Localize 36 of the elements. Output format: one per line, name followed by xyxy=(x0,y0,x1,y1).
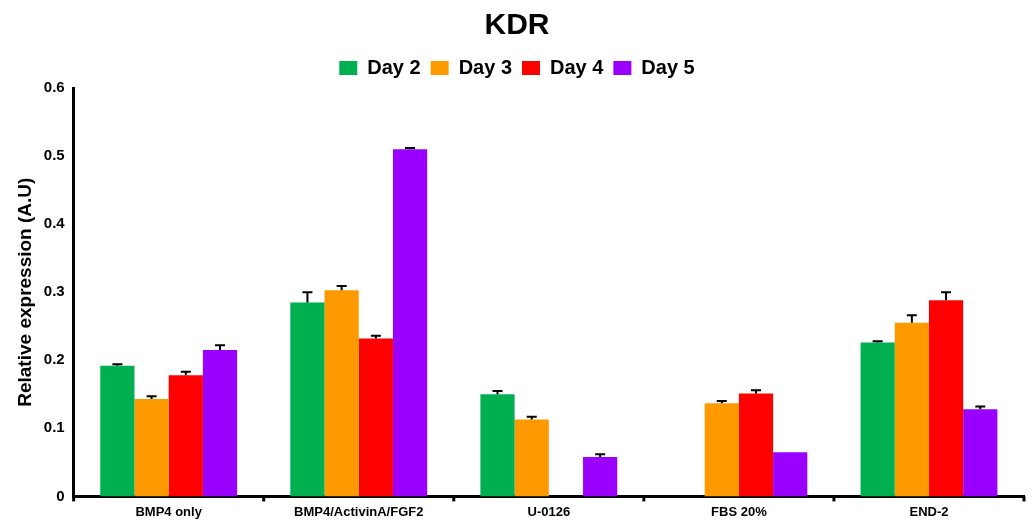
bar xyxy=(358,338,393,497)
x-tick-label: BMP4 only xyxy=(135,503,203,519)
bar xyxy=(928,300,964,497)
x-tick-label: FBS 20% xyxy=(711,503,768,519)
y-tick-label: 0.6 xyxy=(43,78,65,96)
y-tick-label: 0.4 xyxy=(43,214,66,232)
bar xyxy=(134,399,169,497)
x-tick-label: U-0126 xyxy=(527,503,571,519)
bar xyxy=(168,375,203,497)
bar xyxy=(894,322,929,497)
bar xyxy=(583,456,618,497)
bar xyxy=(738,393,774,497)
bar xyxy=(514,419,549,497)
bar xyxy=(324,290,359,497)
legend-label: Day 5 xyxy=(641,55,695,78)
bar xyxy=(860,342,895,497)
legend-label: Day 2 xyxy=(367,55,421,78)
chart-title: KDR xyxy=(484,7,550,41)
y-tick-label: 0 xyxy=(56,486,65,504)
bar xyxy=(963,409,998,497)
y-axis-title: Relative expression (A.U) xyxy=(13,177,35,407)
bar xyxy=(480,394,515,497)
x-tick-label: END-2 xyxy=(909,503,949,519)
bar xyxy=(202,350,238,497)
bar xyxy=(773,452,808,497)
y-tick-label: 0.5 xyxy=(43,146,65,164)
bar xyxy=(392,149,428,497)
x-tick-label: BMP4/ActivinA/FGF2 xyxy=(294,503,424,519)
legend-label: Day 3 xyxy=(458,55,513,78)
y-tick-label: 0.3 xyxy=(43,282,65,300)
y-tick-label: 0.2 xyxy=(43,350,65,368)
bar xyxy=(100,365,135,497)
legend-label: Day 4 xyxy=(550,55,605,78)
bar xyxy=(290,302,325,497)
bar xyxy=(704,403,739,497)
y-tick-label: 0.1 xyxy=(43,418,65,436)
